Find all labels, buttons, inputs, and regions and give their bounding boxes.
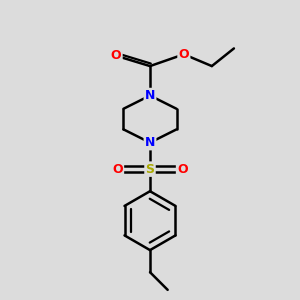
Text: N: N <box>145 136 155 149</box>
Text: O: O <box>112 163 123 176</box>
Text: O: O <box>111 49 122 62</box>
Text: N: N <box>145 89 155 102</box>
Text: S: S <box>146 163 154 176</box>
Text: O: O <box>178 48 189 61</box>
Text: O: O <box>177 163 188 176</box>
